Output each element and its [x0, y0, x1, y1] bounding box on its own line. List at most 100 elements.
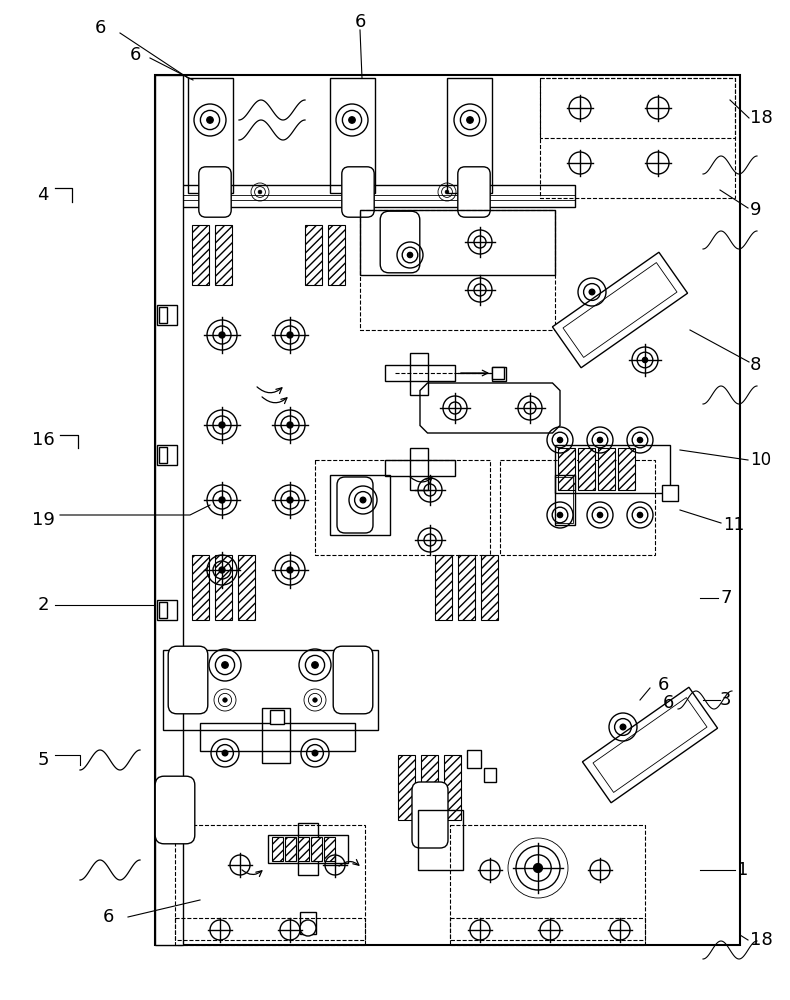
- FancyBboxPatch shape: [199, 167, 231, 217]
- Text: 6: 6: [103, 908, 114, 926]
- Text: 7: 7: [720, 589, 732, 607]
- Circle shape: [312, 750, 318, 756]
- Bar: [155, 195, 575, 200]
- Circle shape: [219, 422, 225, 428]
- Bar: [492, 367, 506, 381]
- Bar: [447, 78, 492, 193]
- Bar: [540, 78, 735, 138]
- Circle shape: [219, 332, 225, 338]
- Bar: [215, 555, 232, 620]
- Circle shape: [313, 698, 318, 702]
- Bar: [662, 485, 678, 501]
- Circle shape: [446, 190, 449, 194]
- Bar: [155, 75, 740, 945]
- Bar: [238, 555, 255, 620]
- Bar: [175, 918, 365, 945]
- Bar: [200, 723, 355, 751]
- Circle shape: [360, 497, 366, 503]
- Text: 6: 6: [657, 676, 668, 694]
- Circle shape: [597, 437, 603, 443]
- Circle shape: [558, 437, 562, 443]
- Bar: [484, 768, 496, 782]
- FancyBboxPatch shape: [457, 167, 491, 217]
- Bar: [192, 555, 209, 620]
- Text: 6: 6: [354, 13, 366, 31]
- Bar: [159, 602, 167, 618]
- Circle shape: [312, 662, 318, 668]
- Bar: [330, 78, 375, 193]
- Bar: [578, 448, 595, 490]
- Bar: [410, 353, 428, 395]
- Circle shape: [558, 512, 562, 518]
- Text: 5: 5: [37, 751, 49, 769]
- Bar: [435, 555, 452, 620]
- Bar: [285, 837, 296, 861]
- Bar: [270, 710, 284, 724]
- Bar: [555, 477, 573, 523]
- Circle shape: [349, 117, 356, 123]
- Text: 10: 10: [750, 451, 771, 469]
- Bar: [385, 460, 455, 476]
- Circle shape: [300, 920, 316, 936]
- Text: 3: 3: [720, 691, 732, 709]
- Circle shape: [638, 437, 642, 443]
- Bar: [311, 837, 322, 861]
- Bar: [315, 460, 490, 555]
- Bar: [298, 823, 318, 875]
- Text: 18: 18: [750, 109, 773, 127]
- Bar: [458, 555, 475, 620]
- Text: 6: 6: [130, 46, 141, 64]
- Bar: [215, 225, 232, 285]
- Circle shape: [207, 117, 213, 123]
- Bar: [175, 825, 365, 940]
- Circle shape: [589, 289, 595, 295]
- Text: 6: 6: [94, 19, 106, 37]
- Bar: [360, 210, 555, 330]
- Bar: [398, 755, 415, 820]
- Text: 6: 6: [662, 694, 674, 712]
- Bar: [385, 365, 455, 381]
- FancyBboxPatch shape: [342, 167, 374, 217]
- Text: 11: 11: [723, 516, 744, 534]
- Bar: [192, 225, 209, 285]
- Bar: [492, 367, 504, 379]
- Circle shape: [620, 724, 626, 730]
- Circle shape: [287, 422, 293, 428]
- Text: 9: 9: [750, 201, 762, 219]
- Circle shape: [258, 190, 261, 194]
- Circle shape: [287, 567, 293, 573]
- Bar: [618, 448, 635, 490]
- Bar: [481, 555, 498, 620]
- Bar: [555, 475, 575, 525]
- Bar: [155, 75, 183, 945]
- Circle shape: [219, 497, 225, 503]
- Bar: [360, 210, 555, 275]
- Bar: [262, 708, 290, 763]
- Text: 18: 18: [750, 931, 773, 949]
- Bar: [555, 445, 670, 493]
- Circle shape: [597, 512, 603, 518]
- Bar: [418, 810, 463, 870]
- Bar: [163, 650, 378, 730]
- Bar: [558, 448, 575, 490]
- Bar: [330, 475, 390, 535]
- Bar: [305, 225, 322, 285]
- Circle shape: [642, 357, 648, 363]
- Circle shape: [638, 512, 642, 518]
- FancyBboxPatch shape: [337, 477, 373, 533]
- Circle shape: [287, 497, 293, 503]
- Bar: [444, 755, 461, 820]
- Circle shape: [222, 750, 228, 756]
- Circle shape: [287, 332, 293, 338]
- Bar: [598, 448, 615, 490]
- Text: 1: 1: [737, 861, 748, 879]
- Text: 4: 4: [37, 186, 49, 204]
- Bar: [157, 600, 177, 620]
- Bar: [188, 78, 233, 193]
- Bar: [300, 912, 316, 934]
- FancyBboxPatch shape: [168, 646, 208, 714]
- Polygon shape: [582, 687, 717, 803]
- Circle shape: [533, 864, 543, 872]
- Circle shape: [467, 117, 473, 123]
- Bar: [159, 307, 167, 323]
